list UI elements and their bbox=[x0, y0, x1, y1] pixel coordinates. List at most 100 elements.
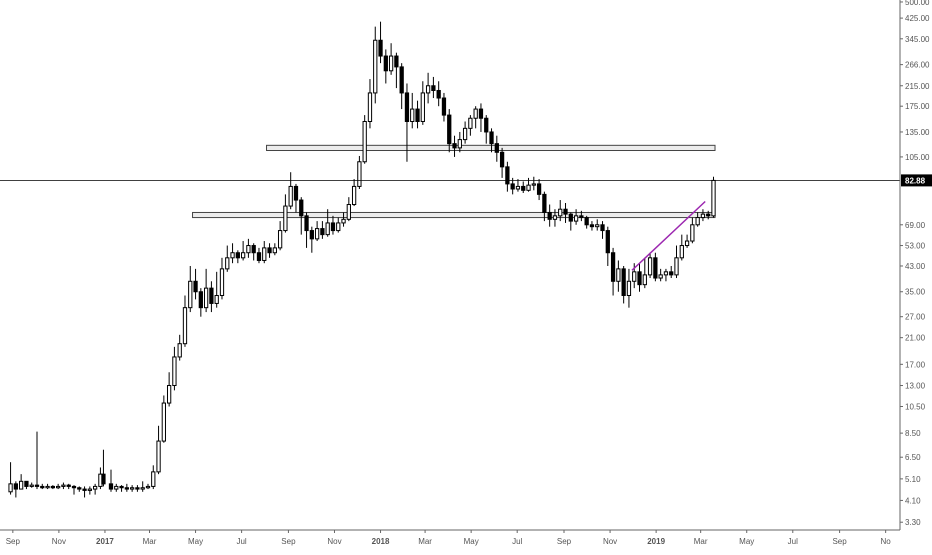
candle-body bbox=[24, 480, 29, 487]
candle bbox=[573, 209, 579, 225]
candle-body bbox=[172, 356, 177, 387]
candle-body bbox=[558, 208, 563, 217]
candle bbox=[188, 265, 193, 313]
x-tick-label: 2018 bbox=[372, 537, 390, 546]
candle-body bbox=[595, 224, 600, 228]
candle-body bbox=[436, 89, 441, 99]
candle bbox=[410, 92, 415, 129]
candle bbox=[600, 221, 605, 239]
y-tick-label: 175.00 bbox=[905, 102, 930, 111]
candle bbox=[267, 243, 272, 258]
candle-body bbox=[19, 480, 24, 490]
candle bbox=[420, 81, 425, 125]
candle bbox=[616, 260, 621, 292]
candle-body bbox=[225, 257, 230, 270]
x-tick-label: May bbox=[188, 537, 203, 546]
candle-body bbox=[40, 485, 45, 489]
candle-body bbox=[378, 39, 383, 57]
candle bbox=[383, 49, 388, 84]
candle bbox=[61, 482, 66, 490]
candle bbox=[505, 161, 510, 192]
candle-body bbox=[404, 92, 410, 122]
candle bbox=[621, 265, 626, 304]
candle bbox=[425, 72, 431, 104]
candle-body bbox=[8, 483, 13, 493]
candle-body bbox=[669, 271, 674, 276]
candle bbox=[214, 271, 219, 308]
candle-body bbox=[182, 307, 188, 345]
candle-body bbox=[256, 252, 262, 261]
candle-body bbox=[262, 247, 267, 261]
candle bbox=[526, 177, 531, 192]
candle-body bbox=[399, 66, 404, 94]
candle bbox=[13, 481, 18, 498]
candle-body bbox=[277, 230, 283, 249]
candle bbox=[357, 155, 362, 190]
x-tick-label: Mar bbox=[694, 537, 708, 546]
candle-body bbox=[505, 166, 510, 185]
candle bbox=[711, 176, 716, 218]
candle bbox=[277, 221, 283, 251]
candle-body bbox=[637, 271, 642, 286]
candle bbox=[695, 212, 700, 227]
y-tick-label: 53.00 bbox=[905, 242, 926, 251]
candle bbox=[473, 106, 478, 129]
candle bbox=[626, 268, 632, 308]
candle bbox=[283, 194, 288, 233]
candle-body bbox=[288, 185, 293, 207]
candle bbox=[658, 268, 663, 282]
x-tick-label: 2017 bbox=[96, 537, 114, 546]
candle-body bbox=[462, 127, 468, 141]
y-tick-label: 69.00 bbox=[905, 221, 926, 230]
y-tick-label: 10.50 bbox=[905, 402, 926, 411]
candle-body bbox=[119, 485, 124, 489]
x-tick-label: Jul bbox=[512, 537, 522, 546]
candle-body bbox=[552, 215, 558, 220]
candle bbox=[182, 295, 188, 347]
candle-body bbox=[66, 484, 71, 487]
candle bbox=[19, 474, 24, 490]
candle-body bbox=[626, 280, 632, 296]
candle-body bbox=[695, 217, 700, 226]
x-tick-label: Mar bbox=[418, 537, 432, 546]
candle bbox=[521, 181, 526, 193]
candle-body bbox=[647, 257, 653, 276]
candle bbox=[367, 79, 373, 129]
candle-body bbox=[246, 245, 251, 254]
candle-body bbox=[267, 247, 272, 254]
candle bbox=[251, 243, 256, 261]
candle bbox=[304, 212, 309, 248]
candle bbox=[388, 43, 394, 75]
candle-body bbox=[341, 218, 346, 224]
candle bbox=[325, 209, 330, 237]
candle-body bbox=[706, 213, 711, 217]
candle-body bbox=[579, 215, 584, 219]
y-tick-label: 215.00 bbox=[905, 82, 930, 91]
candle-body bbox=[193, 280, 198, 293]
candle-body bbox=[510, 183, 515, 190]
candle-body bbox=[346, 204, 351, 220]
candle-body bbox=[140, 487, 145, 490]
x-tick-label: Jul bbox=[236, 537, 246, 546]
candle-body bbox=[700, 213, 706, 219]
candle-body bbox=[114, 485, 119, 490]
candle bbox=[314, 221, 320, 242]
candle bbox=[484, 115, 489, 144]
candle-body bbox=[251, 245, 256, 254]
candle bbox=[468, 115, 473, 136]
x-tick-label: Nov bbox=[327, 537, 341, 546]
candle-body bbox=[452, 143, 457, 149]
candle bbox=[436, 81, 441, 107]
candle-body bbox=[447, 114, 452, 145]
candle-body bbox=[166, 385, 172, 404]
price-zone-1 bbox=[266, 144, 716, 152]
candle bbox=[531, 176, 536, 191]
y-tick-label: 13.00 bbox=[905, 382, 926, 391]
candle-body bbox=[82, 488, 87, 491]
candle bbox=[536, 179, 542, 201]
candle-body bbox=[209, 287, 214, 304]
candle-body bbox=[441, 97, 447, 116]
x-tick-label: Sep bbox=[832, 537, 847, 546]
